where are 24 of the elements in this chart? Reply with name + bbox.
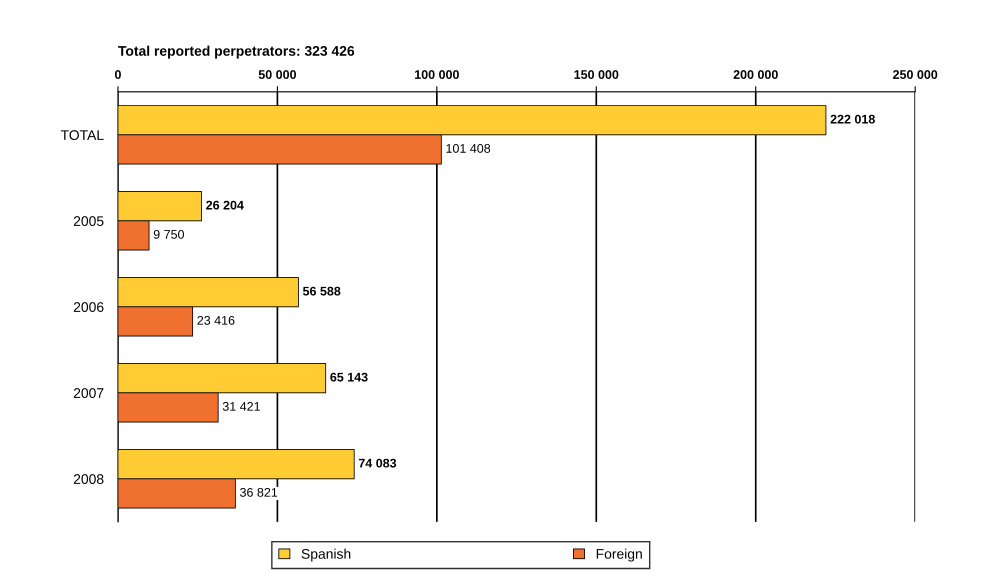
x-tick-label: 0 <box>114 70 121 79</box>
x-tick-label: 200 000 <box>734 70 778 79</box>
y-tick-label: TOTAL <box>60 130 104 140</box>
data-label: 9 750 <box>154 230 184 239</box>
legend-label: Foreign <box>596 548 642 562</box>
data-label: 74 083 <box>358 458 396 468</box>
data-label: 23 416 <box>197 316 234 325</box>
data-label: 56 588 <box>302 286 340 296</box>
legend-label: Spanish <box>302 548 350 562</box>
x-tick-label: 150 000 <box>574 70 618 79</box>
chart-title: Total reported perpetrators: 323 426 <box>118 46 354 59</box>
y-tick-label: 2007 <box>74 388 104 398</box>
data-label: 101 408 <box>446 144 490 153</box>
y-tick-label: 2008 <box>74 474 104 484</box>
data-label: 26 204 <box>206 200 244 210</box>
x-tick-label: 50 000 <box>258 70 296 79</box>
x-tick-label: 100 000 <box>415 70 459 79</box>
data-label: 222 018 <box>830 114 875 124</box>
x-tick-label: 250 000 <box>893 70 938 79</box>
y-tick-label: 2006 <box>74 302 104 312</box>
y-tick-label: 2005 <box>74 216 104 226</box>
data-label: 36 821 <box>240 488 278 497</box>
data-label: 31 421 <box>222 402 260 411</box>
data-label: 65 143 <box>330 372 368 382</box>
